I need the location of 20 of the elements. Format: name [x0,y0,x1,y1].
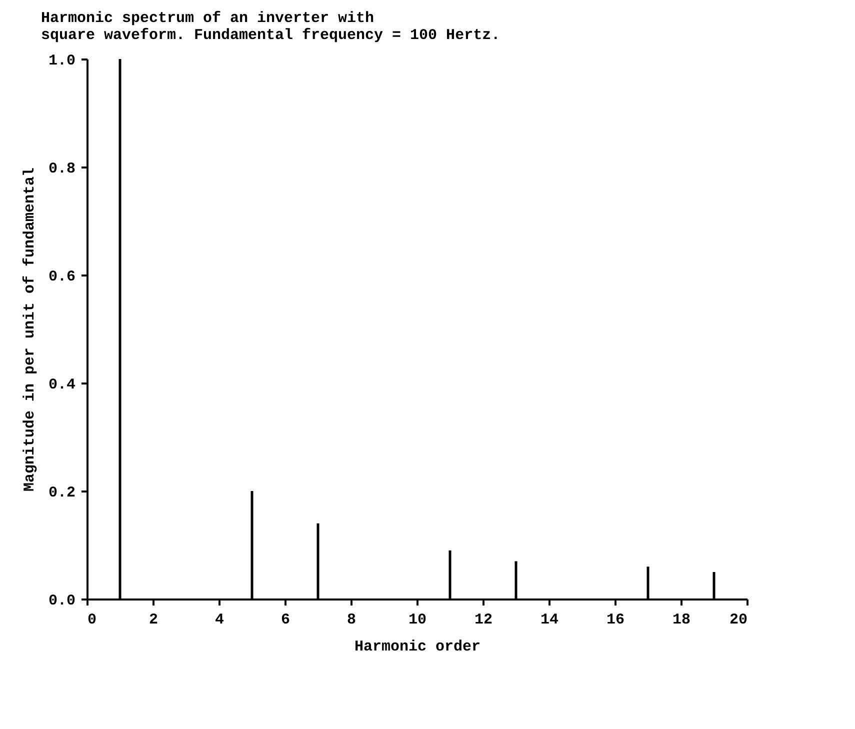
chart-title: Harmonic spectrum of an inverter with square waveform. Fundamental frequency = 100 Hertz. [40,10,500,44]
x-tick-label: 4 [214,612,224,628]
y-tick-label: 0.2 [48,484,76,502]
x-tick-label: 14 [540,612,559,628]
x-tick-label: 6 [280,612,290,628]
y-tick-label: 0.8 [48,160,76,178]
y-tick-label: 1.0 [48,52,76,70]
x-tick-label: 20 [729,612,748,628]
y-tick-label: 0.4 [48,376,76,394]
x-tick-label: 0 [88,612,97,628]
x-axis-title: Harmonic order [354,638,481,656]
y-tick-label: 0.6 [48,268,76,286]
x-tick-label: 12 [474,612,493,628]
x-tick-label: 16 [606,612,625,628]
x-tick-label: 2 [148,612,158,628]
y-axis-title: Magnitude in per unit of fundamental [21,167,38,492]
y-tick-label: 0.0 [48,592,76,610]
x-tick-label: 18 [672,612,691,628]
x-tick-label: 10 [408,612,427,628]
x-tick-label: 8 [346,612,356,628]
